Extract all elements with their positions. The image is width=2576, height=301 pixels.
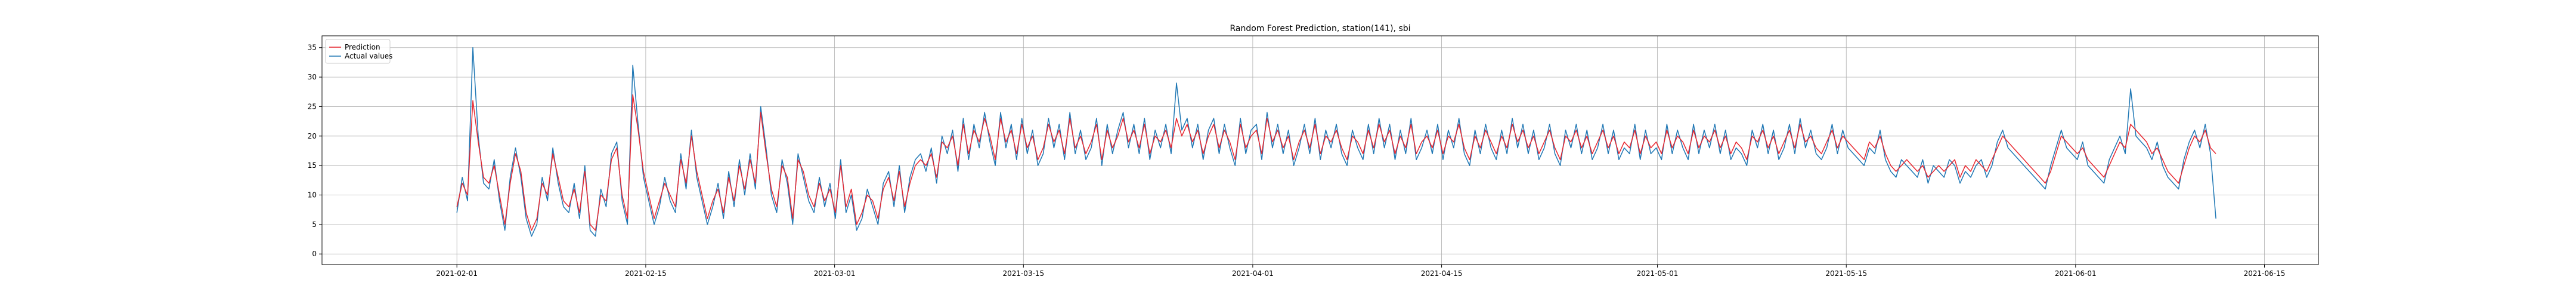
- y-tick-label: 20: [308, 132, 317, 140]
- y-tick-label: 15: [308, 161, 317, 170]
- axes-frame: [321, 35, 2319, 265]
- y-tick-label: 25: [308, 102, 317, 110]
- y-tick-label: 35: [308, 44, 317, 52]
- y-tick-label: 5: [312, 220, 317, 229]
- tick-layer: 2021-02-01 2021-02-15 2021-03-01 2021-03-15…: [308, 44, 2286, 278]
- actual-values-line: [456, 47, 2216, 237]
- x-tick-label: 2021-06-01: [2055, 269, 2097, 278]
- x-tick-label: 2021-05-01: [1637, 269, 1679, 278]
- series-layer: [456, 47, 2216, 237]
- legend-actual-values-label: Actual values: [345, 52, 392, 60]
- y-tick-label: 30: [308, 73, 317, 81]
- x-tick-label: 2021-04-15: [1421, 269, 1463, 278]
- x-tick-label: 2021-03-01: [814, 269, 856, 278]
- legend-prediction-label: Prediction: [345, 43, 380, 51]
- x-tick-label: 2021-02-01: [436, 269, 478, 278]
- prediction-line: [456, 94, 2216, 231]
- legend-box: [325, 39, 391, 64]
- x-tick-label: 2021-05-15: [1825, 269, 1867, 278]
- x-tick-label: 2021-04-01: [1232, 269, 1274, 278]
- y-tick-label: 0: [312, 250, 317, 258]
- x-tick-label: 2021-03-15: [1002, 269, 1044, 278]
- x-tick-label: 2021-02-15: [625, 269, 667, 278]
- grid-layer: [322, 36, 2318, 265]
- x-tick-label: 2021-06-15: [2244, 269, 2286, 278]
- chart-title: Random Forest Prediction, station(141), …: [1230, 24, 1410, 33]
- y-tick-label: 10: [308, 191, 317, 199]
